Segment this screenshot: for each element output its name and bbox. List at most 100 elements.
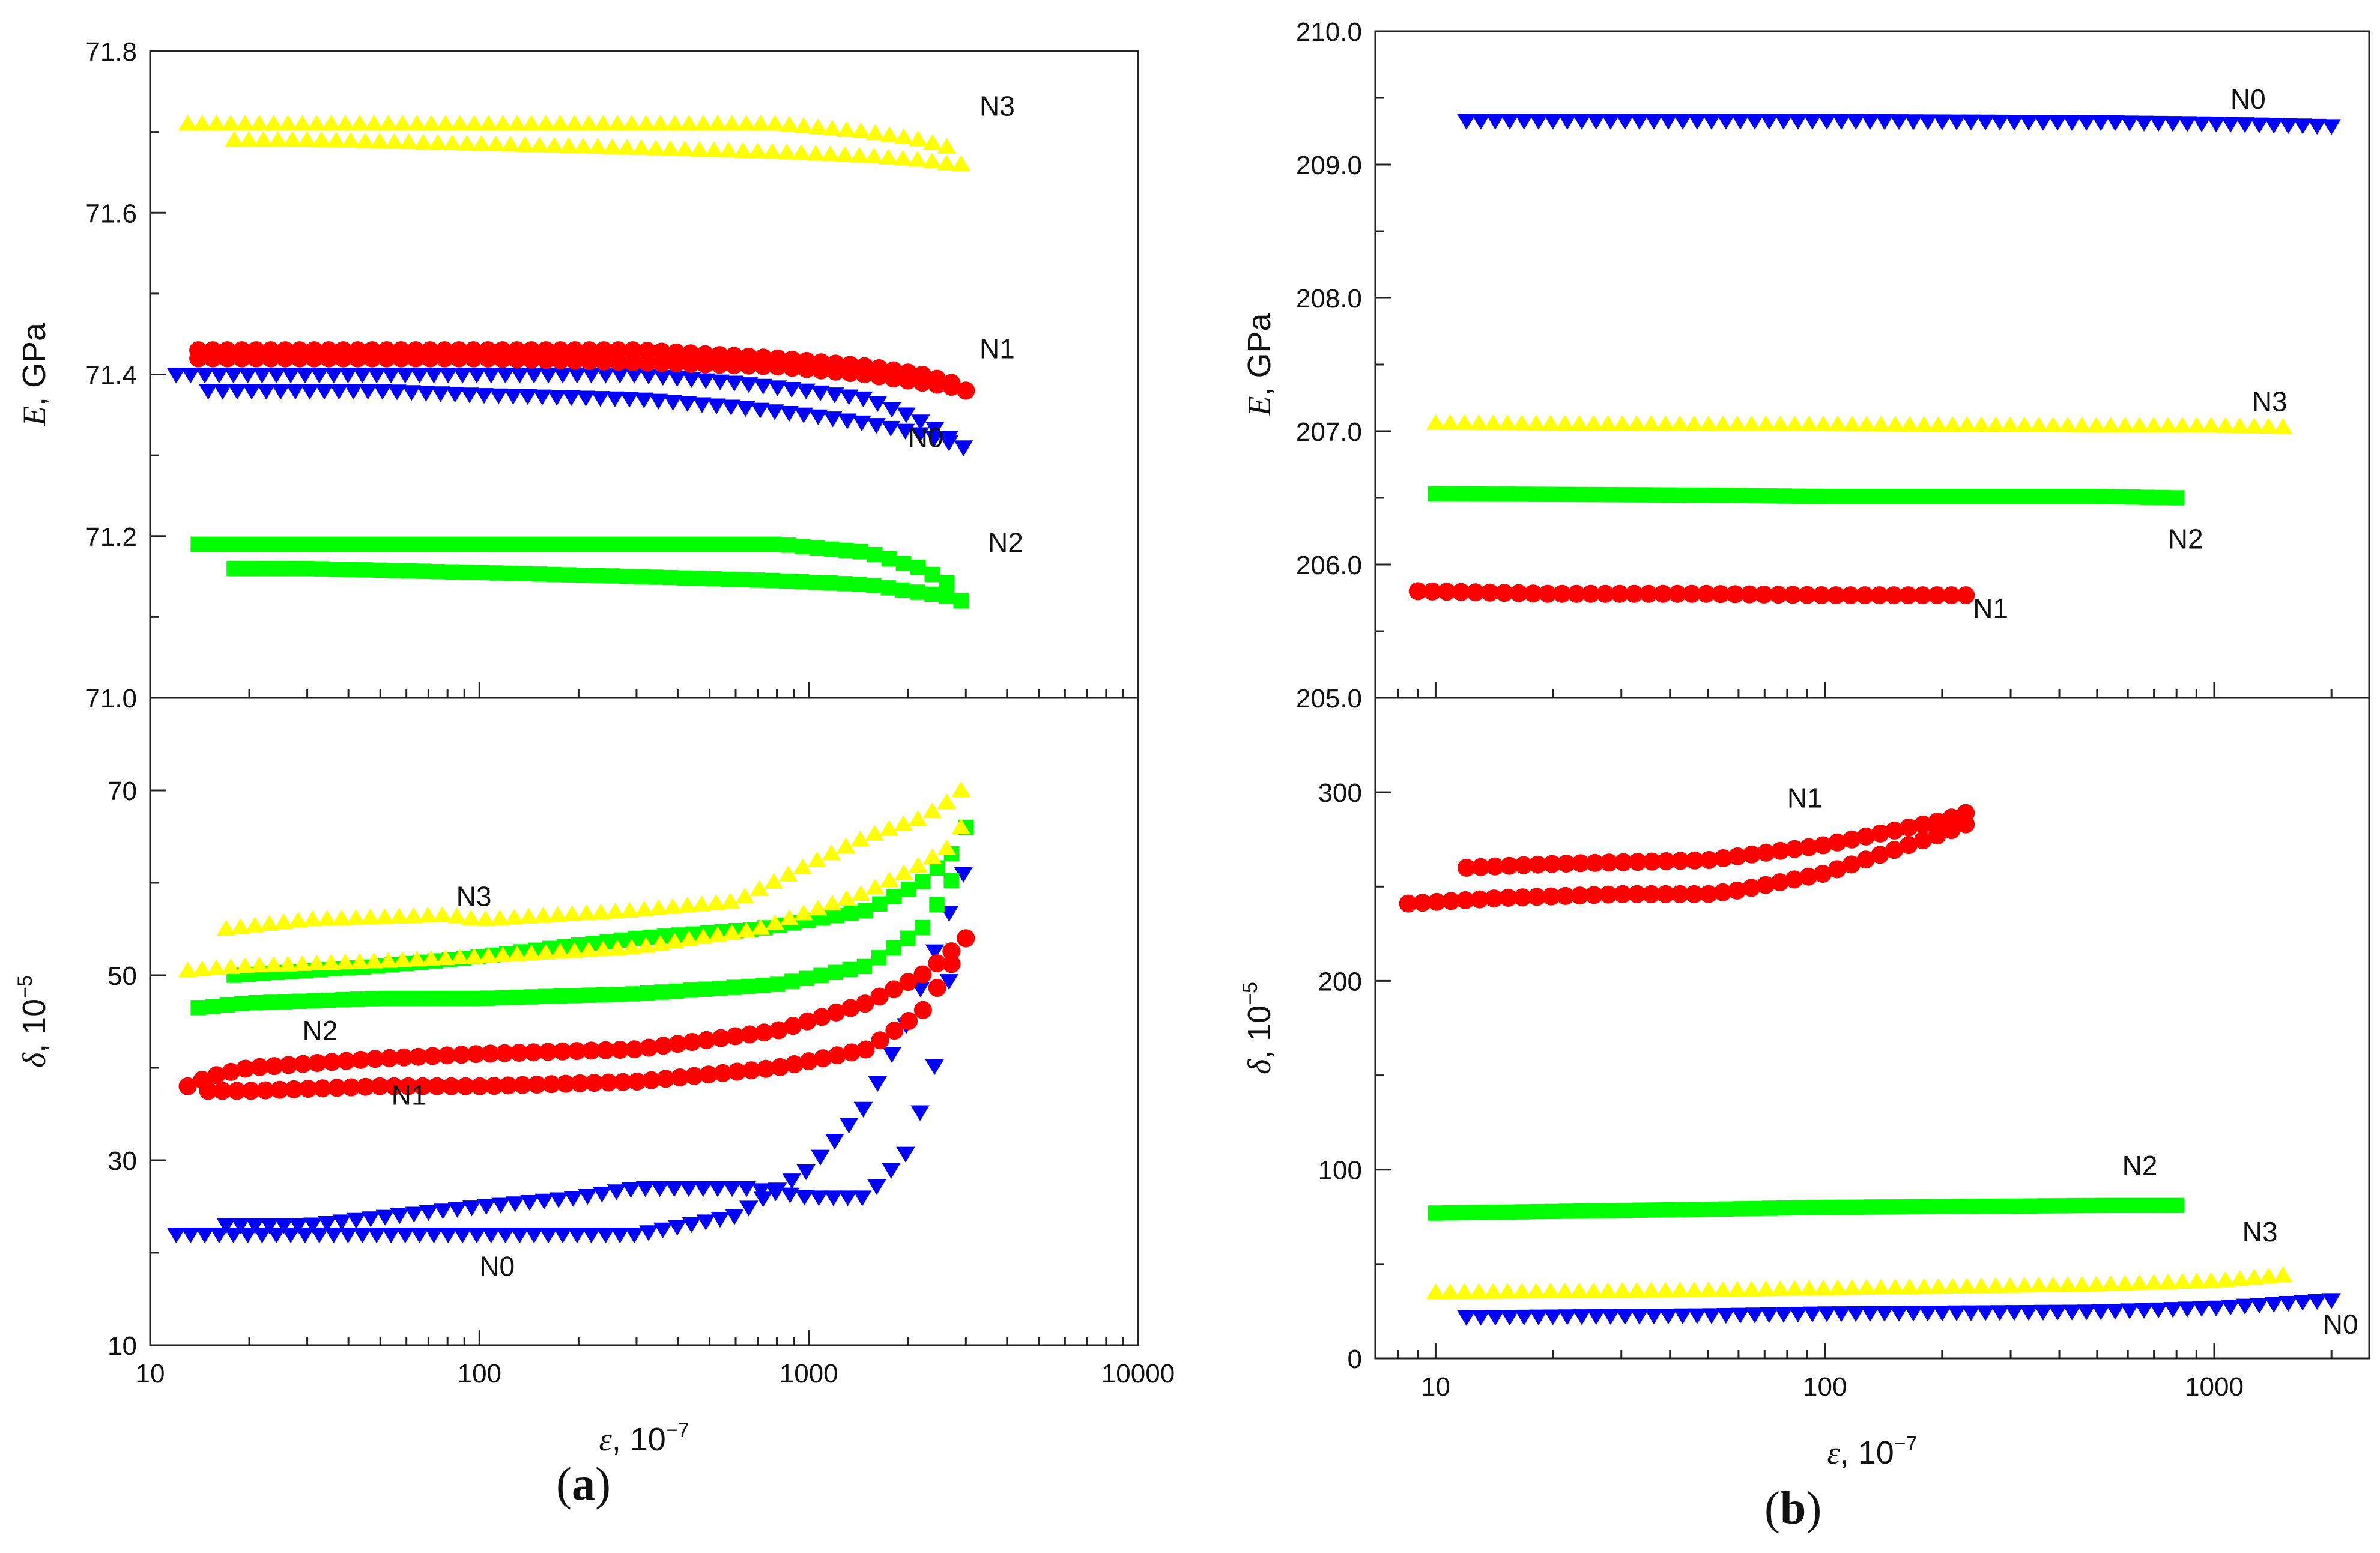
- data-point: [1972, 1277, 1991, 1294]
- data-point: [884, 369, 903, 388]
- data-point: [677, 396, 697, 412]
- data-point: [937, 138, 957, 154]
- data-point: [814, 1049, 832, 1068]
- data-point: [1947, 1305, 1966, 1322]
- data-point: [364, 115, 384, 131]
- data-point: [742, 1061, 761, 1080]
- data-point: [605, 391, 625, 407]
- data-point: [1986, 1277, 2005, 1294]
- data-point: [807, 851, 826, 867]
- data-point: [1544, 486, 1560, 503]
- data-point: [347, 1212, 366, 1229]
- data-point: [424, 368, 444, 384]
- data-point: [329, 384, 348, 400]
- data-point: [728, 1062, 746, 1081]
- data-point: [461, 909, 481, 925]
- data-point: [1612, 1282, 1632, 1298]
- data-point: [2230, 417, 2250, 434]
- y-tick-label: 71.6: [85, 199, 137, 228]
- data-point: [443, 134, 462, 151]
- data-point: [750, 402, 770, 419]
- data-point: [464, 948, 484, 964]
- data-point: [166, 1227, 186, 1244]
- data-point: [822, 844, 841, 861]
- data-point: [619, 568, 635, 584]
- data-point: [238, 368, 258, 384]
- x-tick-label: 100: [1803, 1372, 1847, 1402]
- data-point: [1544, 1203, 1560, 1220]
- data-point: [1457, 1310, 1476, 1326]
- data-point: [2091, 1304, 2110, 1321]
- data-point: [1769, 586, 1788, 604]
- data-point: [198, 384, 218, 400]
- data-point: [639, 985, 655, 1001]
- series-label-N2: N2: [2168, 523, 2203, 554]
- data-point: [827, 1003, 846, 1022]
- data-point: [753, 378, 773, 395]
- data-point: [1843, 1279, 1862, 1295]
- data-point: [363, 536, 379, 552]
- data-point: [2086, 417, 2106, 433]
- data-point: [2043, 416, 2063, 433]
- data-point: [522, 115, 541, 131]
- data-point: [218, 349, 237, 368]
- data-point: [241, 560, 256, 577]
- data-point: [2307, 118, 2327, 135]
- data-point: [2134, 115, 2154, 132]
- data-point: [348, 349, 367, 368]
- data-point: [638, 353, 656, 372]
- data-point: [551, 351, 569, 369]
- data-point: [665, 115, 685, 131]
- data-point: [2005, 115, 2024, 131]
- data-point: [721, 399, 741, 416]
- data-point: [1770, 873, 1789, 891]
- data-point: [377, 536, 393, 552]
- data-point: [2144, 417, 2163, 433]
- data-point: [1785, 1280, 1804, 1296]
- data-point: [1791, 488, 1806, 504]
- data-point: [393, 951, 412, 967]
- data-point: [245, 916, 265, 933]
- data-point: [726, 1027, 745, 1046]
- data-point: [299, 560, 315, 577]
- data-point: [2067, 489, 2083, 504]
- data-point: [762, 143, 782, 159]
- data-point: [780, 537, 796, 553]
- data-point: [782, 382, 802, 398]
- data-point: [1600, 853, 1618, 872]
- data-point: [753, 1191, 773, 1208]
- data-point: [207, 115, 226, 131]
- data-point: [2082, 489, 2097, 504]
- data-point: [828, 1046, 846, 1065]
- data-point: [911, 414, 930, 431]
- data-point: [1812, 586, 1831, 604]
- data-point: [2038, 489, 2054, 504]
- data-point: [1875, 114, 1894, 130]
- data-point: [481, 1044, 500, 1063]
- x-axis-exponent: −7: [666, 1419, 689, 1442]
- data-point: [422, 990, 438, 1007]
- data-point: [2293, 1295, 2312, 1311]
- data-point: [1572, 114, 1591, 130]
- data-point: [1733, 1201, 1749, 1217]
- data-point: [654, 1037, 673, 1055]
- data-point: [677, 897, 697, 913]
- data-point: [255, 560, 271, 577]
- data-point: [2023, 489, 2039, 504]
- data-point: [1599, 885, 1617, 904]
- y-tick-label: 300: [1318, 778, 1362, 808]
- data-point: [617, 139, 637, 155]
- data-point: [1900, 836, 1918, 855]
- data-point: [837, 121, 856, 137]
- data-point: [1900, 416, 1919, 432]
- data-point: [1942, 808, 1961, 827]
- data-point: [524, 1227, 544, 1244]
- data-point: [1756, 1280, 1776, 1297]
- data-point: [390, 1208, 410, 1225]
- data-point: [507, 350, 526, 369]
- data-point: [1587, 1309, 1606, 1325]
- data-point: [1685, 851, 1704, 870]
- data-point: [533, 389, 552, 405]
- data-point: [792, 144, 811, 160]
